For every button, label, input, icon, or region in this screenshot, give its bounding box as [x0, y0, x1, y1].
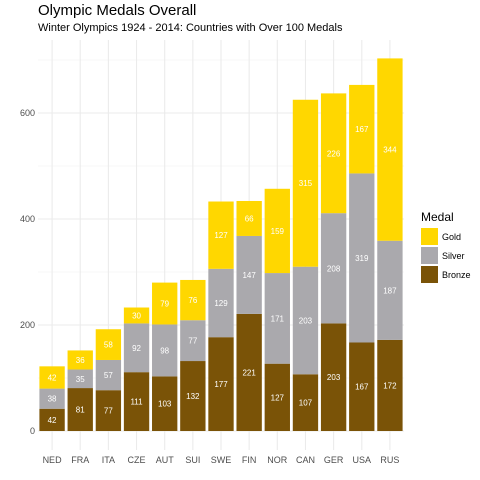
data-label-gold: 30 — [132, 311, 141, 320]
data-label-gold: 226 — [327, 149, 341, 158]
data-label-gold: 344 — [383, 146, 397, 155]
data-label-bronze: 81 — [76, 406, 85, 415]
data-label-gold: 66 — [245, 214, 254, 223]
data-label-gold: 36 — [76, 356, 85, 365]
data-label-gold: 76 — [188, 296, 197, 305]
legend-label-gold: Gold — [442, 232, 461, 242]
data-label-silver: 129 — [214, 299, 228, 308]
data-label-gold: 167 — [355, 125, 369, 134]
legend-label-silver: Silver — [442, 251, 465, 261]
x-tick-label: USA — [353, 455, 372, 465]
x-tick-label: RUS — [380, 455, 399, 465]
legend-item-silver: Silver — [421, 246, 471, 265]
data-label-silver: 35 — [76, 375, 85, 384]
data-label-silver: 208 — [327, 264, 341, 273]
data-label-silver: 171 — [271, 314, 285, 323]
data-label-silver: 147 — [242, 271, 256, 280]
data-label-silver: 187 — [383, 286, 397, 295]
legend-title: Medal — [421, 210, 471, 224]
x-tick-label: FRA — [71, 455, 89, 465]
data-label-bronze: 132 — [186, 392, 200, 401]
data-label-silver: 92 — [132, 344, 141, 353]
y-tick-label: 200 — [20, 320, 35, 330]
data-label-bronze: 42 — [48, 416, 57, 425]
y-tick-label: 400 — [20, 214, 35, 224]
data-label-bronze: 77 — [104, 407, 113, 416]
data-label-bronze: 221 — [242, 368, 256, 377]
data-label-gold: 315 — [299, 179, 313, 188]
legend-item-gold: Gold — [421, 227, 471, 246]
x-tick-label: SUI — [185, 455, 200, 465]
data-label-gold: 127 — [214, 231, 228, 240]
data-label-silver: 98 — [160, 346, 169, 355]
legend-swatch-silver — [421, 247, 438, 264]
legend-item-bronze: Bronze — [421, 265, 471, 284]
x-tick-label: CZE — [128, 455, 146, 465]
x-tick-label: GER — [324, 455, 344, 465]
legend: Medal Gold Silver Bronze — [421, 210, 471, 284]
data-label-bronze: 127 — [271, 393, 285, 402]
data-label-gold: 58 — [104, 341, 113, 350]
data-label-silver: 319 — [355, 254, 369, 263]
y-tick-label: 0 — [30, 426, 35, 436]
data-label-bronze: 177 — [214, 380, 228, 389]
x-tick-label: ITA — [102, 455, 115, 465]
x-tick-label: NOR — [267, 455, 288, 465]
x-tick-label: AUT — [156, 455, 175, 465]
x-tick-label: SWE — [211, 455, 232, 465]
data-label-bronze: 103 — [158, 400, 172, 409]
data-label-bronze: 111 — [130, 398, 143, 407]
data-label-gold: 42 — [48, 373, 57, 382]
y-tick-label: 600 — [20, 108, 35, 118]
data-label-gold: 79 — [160, 300, 169, 309]
legend-swatch-gold — [421, 228, 438, 245]
data-label-silver: 77 — [188, 337, 197, 346]
data-label-silver: 203 — [299, 316, 313, 325]
x-tick-label: FIN — [242, 455, 257, 465]
legend-label-bronze: Bronze — [442, 270, 471, 280]
data-label-silver: 57 — [104, 371, 113, 380]
legend-swatch-bronze — [421, 266, 438, 283]
data-label-bronze: 172 — [383, 381, 397, 390]
data-label-silver: 38 — [48, 395, 57, 404]
data-label-gold: 159 — [271, 227, 285, 236]
data-label-bronze: 203 — [327, 373, 341, 382]
data-label-bronze: 107 — [299, 399, 313, 408]
x-tick-label: NED — [43, 455, 63, 465]
x-tick-label: CAN — [296, 455, 315, 465]
data-label-bronze: 167 — [355, 383, 369, 392]
